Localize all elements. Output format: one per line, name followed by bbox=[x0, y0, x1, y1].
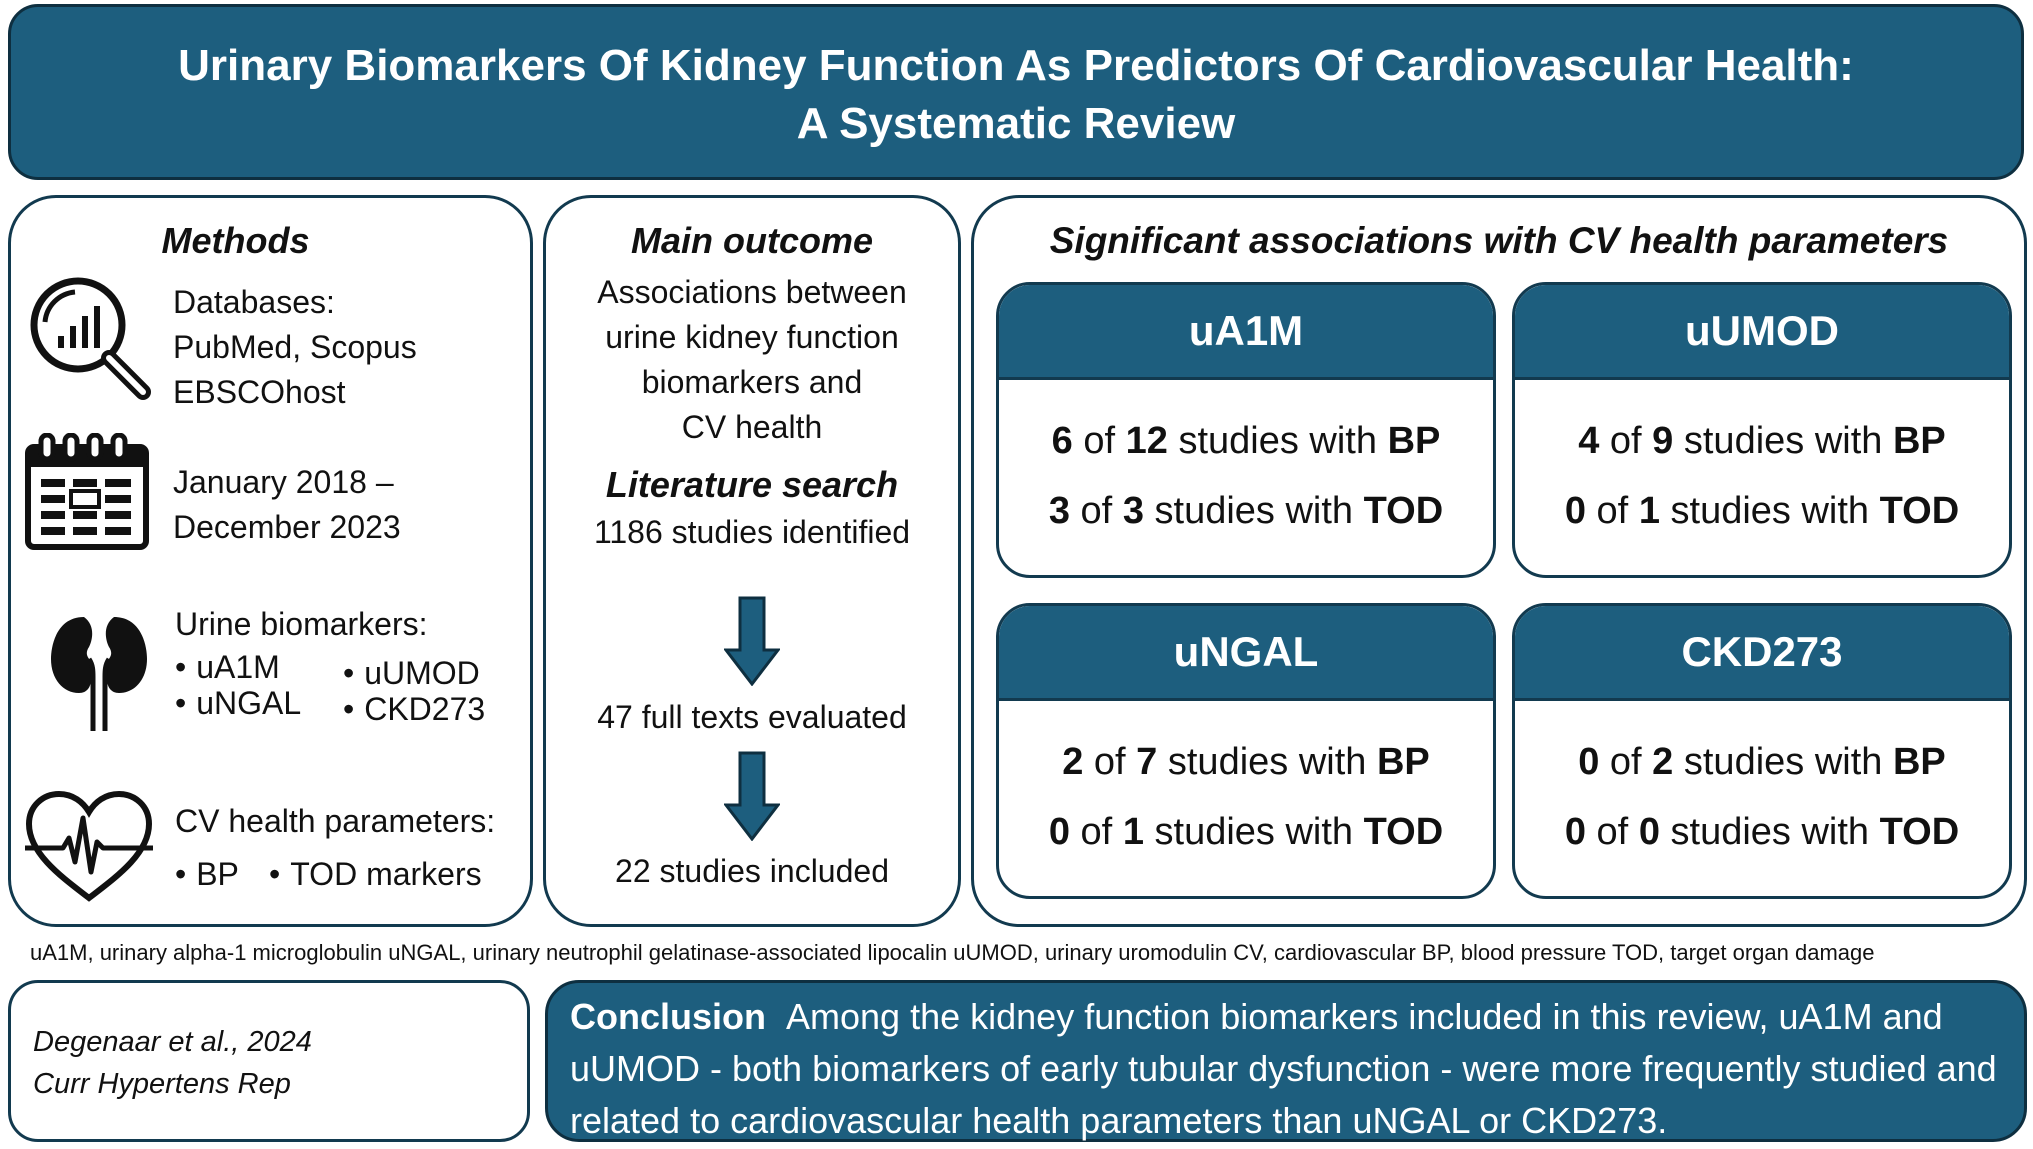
biomarker-item: uA1M bbox=[175, 645, 280, 690]
arrow-down-icon bbox=[724, 751, 780, 841]
conclusion-box: Conclusion Among the kidney function bio… bbox=[545, 980, 2027, 1142]
biomarker-card-ungal: uNGAL 2 of 7 studies with BP 0 of 1 stud… bbox=[996, 603, 1496, 899]
period-start: January 2018 – bbox=[173, 464, 394, 500]
card-title: uNGAL bbox=[999, 606, 1493, 701]
associations-heading: Significant associations with CV health … bbox=[1049, 220, 1949, 261]
main-outcome-line: biomarkers and bbox=[641, 364, 863, 400]
literature-search-heading: Literature search bbox=[605, 464, 899, 505]
main-outcome-line: CV health bbox=[681, 409, 823, 445]
citation-box: Degenaar et al., 2024 Curr Hypertens Rep bbox=[8, 980, 530, 1142]
arrow-down-icon bbox=[724, 596, 780, 686]
period-text: January 2018 – December 2023 bbox=[173, 460, 401, 550]
cv-heading: CV health parameters: bbox=[175, 803, 496, 839]
main-outcome-panel: Main outcome Associations between urine … bbox=[543, 195, 961, 927]
biomarkers-heading: Urine biomarkers: bbox=[175, 606, 428, 642]
databases-list-1: PubMed, Scopus bbox=[173, 329, 417, 365]
biomarker-item: uUMOD bbox=[343, 651, 480, 696]
biomarker-card-ckd273: CKD273 0 of 2 studies with BP 0 of 0 stu… bbox=[1512, 603, 2012, 899]
card-row-bp: 6 of 12 studies with BP bbox=[1051, 420, 1441, 462]
main-outcome-line: urine kidney function bbox=[605, 319, 899, 355]
databases-label: Databases: bbox=[173, 284, 335, 320]
card-row-tod: 0 of 1 studies with TOD bbox=[1048, 811, 1444, 853]
card-title: uUMOD bbox=[1515, 285, 2009, 380]
search-step: 22 studies included bbox=[615, 853, 889, 889]
biomarker-card-uumod: uUMOD 4 of 9 studies with BP 0 of 1 stud… bbox=[1512, 282, 2012, 578]
card-title: CKD273 bbox=[1515, 606, 2009, 701]
main-outcome-line: Associations between bbox=[597, 274, 907, 310]
abbreviations-footnote: uA1M, urinary alpha-1 microglobulin uNGA… bbox=[30, 940, 1875, 965]
methods-panel: Methods Databases: PubMed, Scopus EBSCOh… bbox=[8, 195, 533, 927]
card-row-bp: 2 of 7 studies with BP bbox=[1062, 741, 1430, 783]
search-step: 47 full texts evaluated bbox=[597, 699, 907, 735]
associations-panel: Significant associations with CV health … bbox=[971, 195, 2027, 927]
citation-journal: Curr Hypertens Rep bbox=[33, 1068, 291, 1100]
biomarker-item: uNGAL bbox=[175, 681, 301, 726]
card-row-bp: 4 of 9 studies with BP bbox=[1578, 420, 1946, 462]
databases-text: Databases: PubMed, Scopus EBSCOhost bbox=[173, 280, 417, 415]
kidney-icon bbox=[51, 617, 147, 731]
databases-list-2: EBSCOhost bbox=[173, 374, 346, 410]
search-step: 1186 studies identified bbox=[593, 514, 911, 550]
citation-authors: Degenaar et al., 2024 bbox=[33, 1026, 312, 1058]
search-chart-icon bbox=[30, 277, 151, 400]
biomarkers-block: Urine biomarkers: uA1M uUMOD uNGAL CKD27… bbox=[175, 602, 525, 737]
card-title: uA1M bbox=[999, 285, 1493, 380]
card-row-bp: 0 of 2 studies with BP bbox=[1578, 741, 1946, 783]
period-end: December 2023 bbox=[173, 509, 401, 545]
biomarker-item: CKD273 bbox=[343, 687, 485, 732]
main-outcome-text: Associations between urine kidney functi… bbox=[546, 270, 958, 450]
biomarker-card-ua1m: uA1M 6 of 12 studies with BP 3 of 3 stud… bbox=[996, 282, 1496, 578]
card-row-tod: 0 of 1 studies with TOD bbox=[1564, 490, 1960, 532]
conclusion-text: Among the kidney function biomarkers inc… bbox=[570, 996, 1997, 1141]
conclusion-label: Conclusion bbox=[570, 996, 766, 1037]
calendar-icon bbox=[25, 433, 149, 550]
title-line-1: Urinary Biomarkers Of Kidney Function As… bbox=[178, 41, 1854, 90]
main-outcome-heading: Main outcome bbox=[630, 220, 873, 261]
card-row-tod: 0 of 0 studies with TOD bbox=[1564, 811, 1960, 853]
card-row-tod: 3 of 3 studies with TOD bbox=[1048, 490, 1444, 532]
cv-item: TOD markers bbox=[269, 852, 481, 897]
title-line-2: A Systematic Review bbox=[796, 99, 1236, 148]
heart-ecg-icon bbox=[25, 790, 153, 902]
cv-item: BP bbox=[175, 852, 239, 897]
title-banner: Urinary Biomarkers Of Kidney Function As… bbox=[8, 4, 2024, 180]
methods-heading: Methods bbox=[161, 220, 310, 261]
cv-block: CV health parameters: BP TOD markers bbox=[175, 799, 530, 902]
